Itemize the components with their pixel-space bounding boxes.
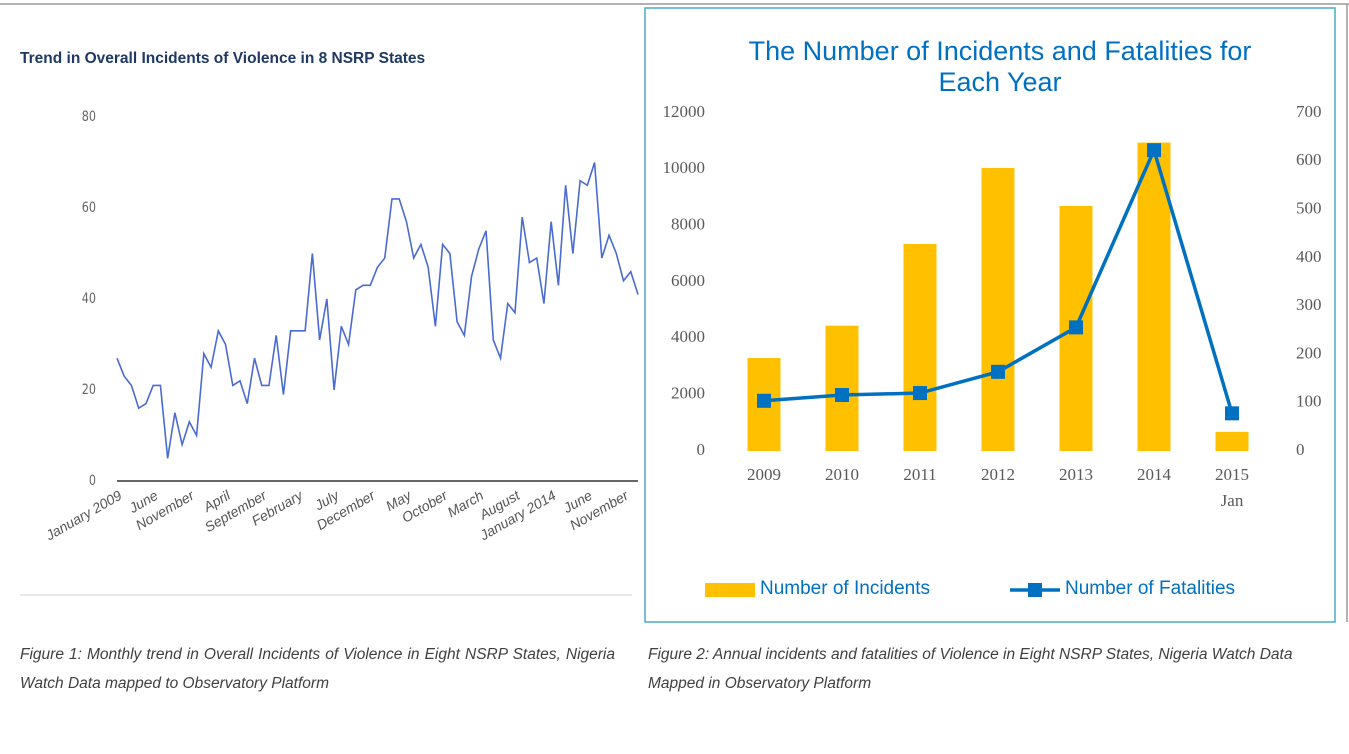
y-tick-label: 80 bbox=[82, 108, 96, 125]
caption: Figure 2: Annual incidents and fatalitie… bbox=[648, 646, 1293, 692]
y2-tick-label: 0 bbox=[1296, 440, 1305, 459]
y2-tick-label: 700 bbox=[1296, 102, 1322, 121]
legend-label: Number of Fatalities bbox=[1065, 578, 1236, 599]
bar bbox=[981, 167, 1015, 452]
line-marker bbox=[835, 387, 849, 402]
line-marker bbox=[1225, 406, 1239, 421]
line-marker bbox=[757, 393, 771, 408]
y-tick-label: 0 bbox=[697, 440, 706, 459]
line bbox=[116, 162, 639, 459]
line-marker bbox=[991, 364, 1005, 379]
bar bbox=[1215, 431, 1249, 451]
x-tick-label: 2015 Jan bbox=[1215, 465, 1249, 510]
line-marker bbox=[913, 386, 927, 401]
x-tick-label: 2010 bbox=[825, 465, 859, 484]
line-marker bbox=[1147, 143, 1161, 158]
legend-swatch bbox=[705, 583, 755, 597]
y-tick-label: 8000 bbox=[671, 215, 705, 234]
x-tick-label: January 2009 bbox=[42, 487, 125, 544]
x-tick-label: 2011 bbox=[903, 465, 937, 484]
y-tick-label: 6000 bbox=[671, 271, 705, 290]
y2-tick-label: 100 bbox=[1296, 392, 1322, 411]
x-tick-label: 2013 bbox=[1059, 465, 1093, 484]
chart2-title: The Number of Incidents and Fatalities f… bbox=[748, 36, 1252, 97]
y-tick-label: 60 bbox=[82, 199, 96, 216]
y-tick-label: 2000 bbox=[671, 384, 705, 403]
y2-tick-label: 500 bbox=[1296, 198, 1322, 217]
y-tick-label: 12000 bbox=[663, 102, 706, 121]
y2-tick-label: 200 bbox=[1296, 343, 1322, 362]
y2-tick-label: 300 bbox=[1296, 295, 1322, 314]
y-tick-label: 40 bbox=[82, 290, 96, 307]
bar bbox=[903, 243, 937, 451]
x-tick-label: 2009 bbox=[747, 465, 781, 484]
legend-label: Number of Incidents bbox=[760, 578, 931, 599]
y-tick-label: 20 bbox=[82, 381, 96, 398]
chart1-title: Trend in Overall Incidents of Violence i… bbox=[20, 50, 426, 67]
y2-tick-label: 400 bbox=[1296, 247, 1322, 266]
bar bbox=[1137, 142, 1171, 451]
legend-marker bbox=[1028, 583, 1042, 597]
y-tick-label: 10000 bbox=[663, 158, 706, 177]
x-tick-label: 2014 bbox=[1137, 465, 1171, 484]
y-tick-label: 4000 bbox=[671, 327, 705, 346]
y2-tick-label: 600 bbox=[1296, 150, 1322, 169]
x-tick-label: 2012 bbox=[981, 465, 1015, 484]
caption: Figure 1: Monthly trend in Overall Incid… bbox=[20, 646, 615, 692]
y-tick-label: 0 bbox=[89, 472, 96, 489]
line-marker bbox=[1069, 320, 1083, 335]
